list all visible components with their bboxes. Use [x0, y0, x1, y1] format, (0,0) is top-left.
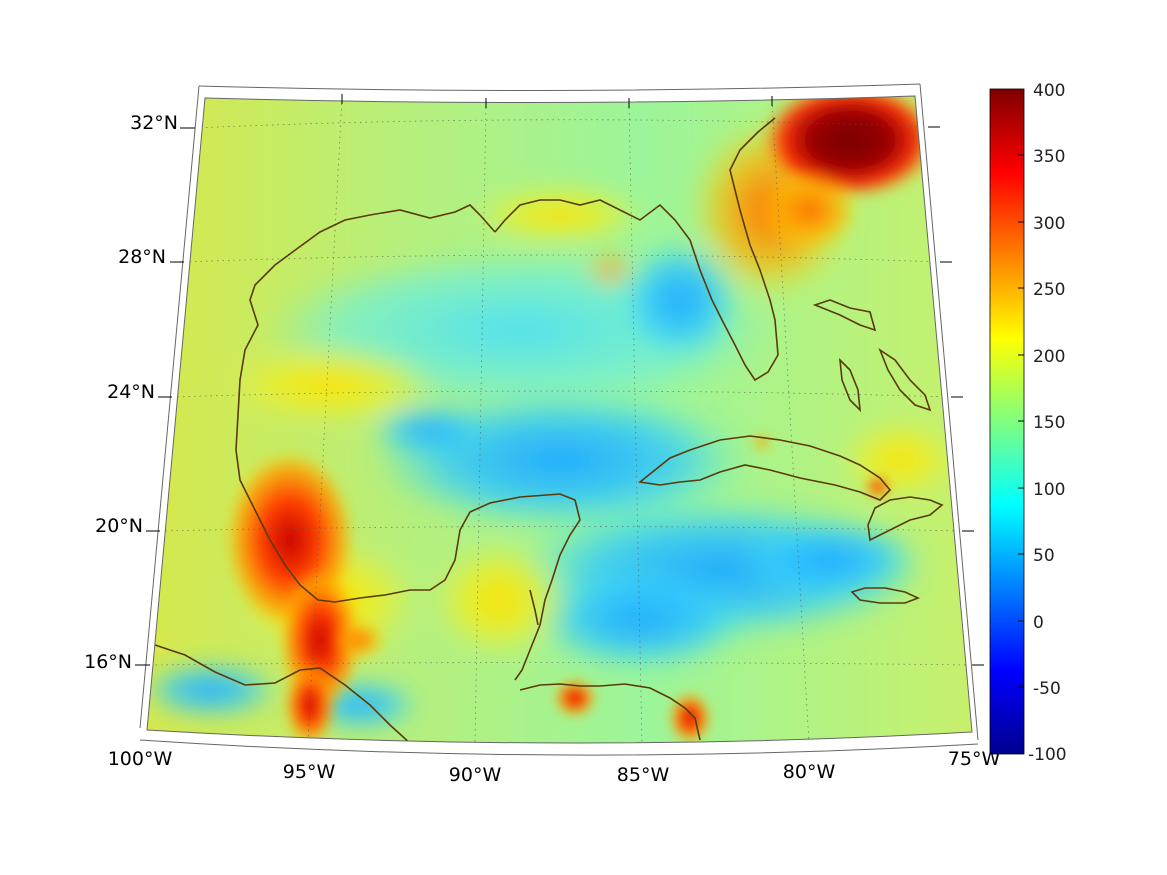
colorbar-label-50: 50 [1033, 546, 1055, 566]
colorbar-label-300: 300 [1033, 214, 1065, 234]
colorbar: 400 350 300 250 200 150 100 50 0 -50 -10… [989, 81, 1067, 765]
lat-label-32n: 32°N [130, 112, 178, 134]
colorbar-label-neg50: -50 [1033, 679, 1061, 699]
colorbar-label-150: 150 [1033, 413, 1065, 433]
colorbar-ticks [1018, 154, 1024, 688]
map-frame [146, 95, 973, 744]
colorbar-label-400: 400 [1033, 81, 1065, 101]
colorbar-label-neg100: -100 [1028, 745, 1067, 765]
coastlines [154, 117, 944, 744]
lon-label-85w: 85°W [617, 764, 670, 786]
lat-label-16n: 16°N [84, 651, 132, 673]
lon-label-75w: 75°W [948, 748, 1001, 770]
longitude-labels: 100°W 95°W 90°W 85°W 80°W 75°W [108, 748, 1001, 786]
lon-label-80w: 80°W [783, 761, 836, 783]
frame-ticks [135, 94, 984, 666]
lon-label-95w: 95°W [283, 761, 336, 783]
colorbar-label-250: 250 [1033, 280, 1065, 300]
lon-label-100w: 100°W [108, 748, 173, 770]
colorbar-label-350: 350 [1033, 147, 1065, 167]
graticule [149, 97, 972, 744]
lat-label-20n: 20°N [95, 515, 143, 537]
colorbar-label-0: 0 [1033, 613, 1044, 633]
colorbar-label-100: 100 [1033, 480, 1065, 500]
map-field [147, 96, 972, 744]
lon-label-90w: 90°W [449, 764, 502, 786]
lat-label-28n: 28°N [118, 246, 166, 268]
lat-label-24n: 24°N [107, 381, 155, 403]
latitude-labels: 32°N 28°N 24°N 20°N 16°N [84, 112, 178, 673]
colorbar-label-200: 200 [1033, 347, 1065, 367]
